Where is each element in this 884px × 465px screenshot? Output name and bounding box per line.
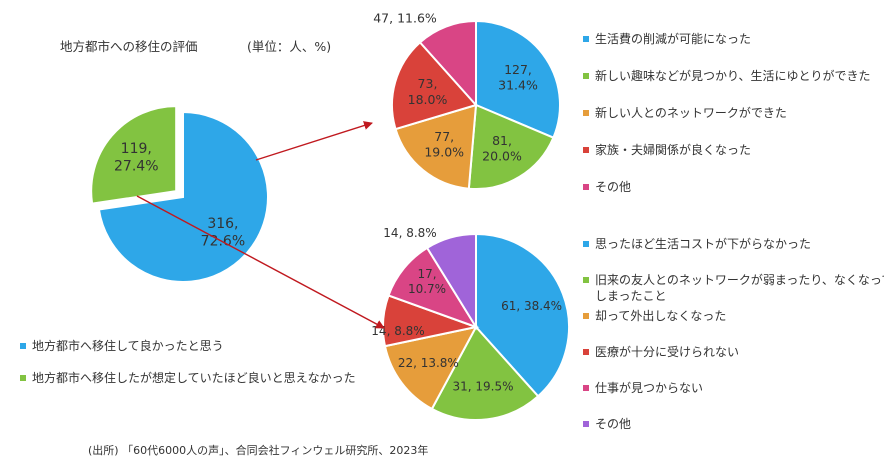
legend-label: 家族・夫婦関係が良くなった [595,142,751,157]
legend-label: 仕事が見つからない [595,380,703,395]
pie-slice [467,103,555,190]
legend-swatch [583,385,589,391]
main-legend: 地方都市へ移住して良かったと思う地方都市へ移住したが想定していたほど良いと思えな… [20,338,356,385]
legend-swatch [583,277,589,283]
good-reasons-legend: 生活費の削減が可能になった新しい趣味などが見つかり、生活にゆとりができた新しい人… [583,31,871,194]
legend-swatch [583,421,589,427]
pie-slice [383,325,478,411]
arrow-good [255,121,373,161]
good-reasons-pie: 127, 31.4% 81, 20.0% 77, 19.0% 73, 18.0% 47, 11.… [373,10,561,190]
legend-label: 新しい人とのネットワークができた [595,105,787,120]
legend-label: 新しい趣味などが見つかり、生活にゆとりができた [595,68,871,83]
data-label: 61, 38.4% [501,299,562,313]
data-label: 77, 19.0% [424,129,464,160]
legend-swatch [583,73,589,79]
pie-slice [475,232,570,398]
main-pie: 316,72.6% 119,27.4% [90,105,269,283]
source-note: (出所) 「60代6000人の声」、合同会社フィンウェル研究所、2023年 [88,444,429,457]
data-label: 47, 11.6% [373,10,437,25]
chart-unit: (単位：人、%) [247,39,332,54]
legend-swatch [583,110,589,116]
chart-title: 地方都市への移住の評価 [60,39,198,54]
pie-slice [425,232,477,331]
legend-swatch [583,36,589,42]
pie-slice [391,40,478,131]
data-label: 119, 27.4% [114,141,158,175]
legend-label: 却って外出しなくなった [595,309,726,323]
legend-swatch [20,343,26,349]
legend-label: その他 [595,180,631,194]
data-label: 17, 10.7% [408,267,446,296]
data-label: 316,72.6% [201,216,245,250]
bad-reasons-pie: 61, 38.4% 31, 19.5% 22, 13.8% 14, 8.8% 17, 10… [371,226,570,421]
data-label: 22, 13.8% [398,356,459,370]
legend-swatch [583,147,589,153]
data-label: 127, 31.4% [498,62,538,93]
legend-swatch [583,349,589,355]
legend-swatch [583,313,589,319]
legend-label: 旧来の友人とのネットワークが弱まったり、なくなってしまったこと [595,272,884,303]
legend-label: 地方都市へ移住したが想定していたほど良いと思えなかった [32,370,356,385]
pie-slice [418,19,477,108]
pie-slice [97,110,269,283]
legend-label: 医療が十分に受けられない [595,344,739,359]
pie-slice [394,103,478,190]
pie-slice [90,105,178,205]
legend-swatch [20,375,26,381]
pie-slice [475,19,561,139]
legend-label: 生活費の削減が可能になった [595,31,751,46]
legend-label: その他 [595,417,631,431]
legend-swatch [583,241,589,247]
legend-label: 思ったほど生活コストが下がらなかった [595,236,811,251]
data-label: 81, 20.0% [482,133,522,164]
data-label: 31, 19.5% [453,379,514,393]
pie-slice [430,325,540,421]
data-label: 73, 18.0% [408,76,448,107]
data-label: 14, 8.8% [383,226,436,240]
arrow-bad [136,195,385,329]
legend-label: 地方都市へ移住して良かったと思う [32,338,224,353]
data-label: 14, 8.8% [371,324,424,338]
legend-swatch [583,184,589,190]
bad-reasons-legend: 思ったほど生活コストが下がらなかった旧来の友人とのネットワークが弱まったり、なく… [583,236,884,431]
